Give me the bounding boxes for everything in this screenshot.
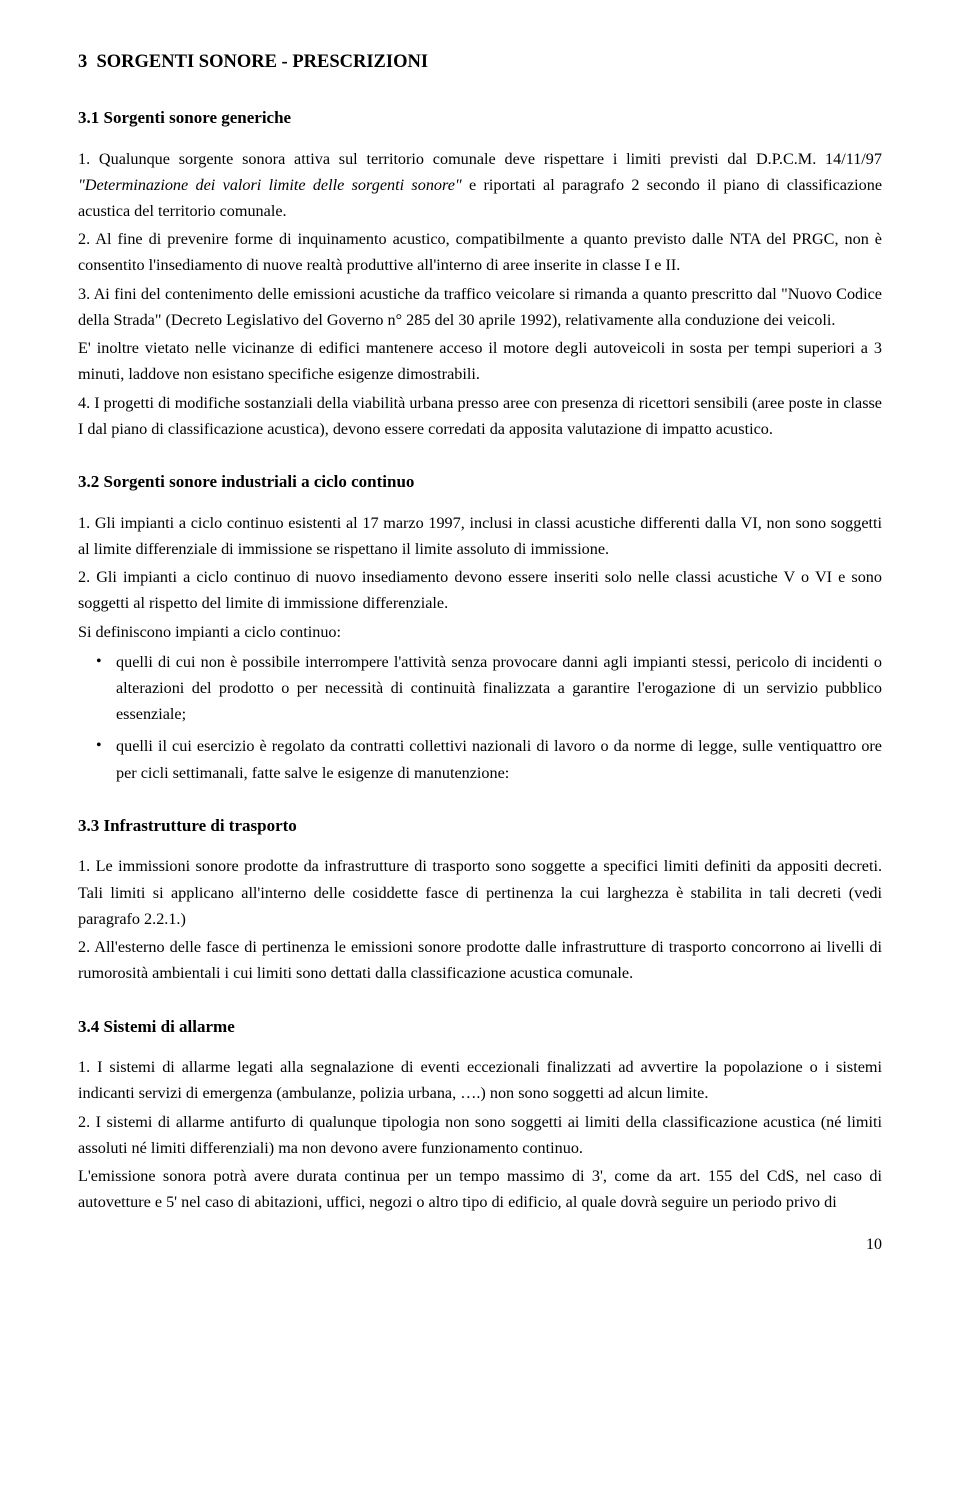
paragraph-3-2-2: 2. Gli impianti a ciclo continuo di nuov… (78, 564, 882, 616)
paragraph-3-4-2: 2. I sistemi di allarme antifurto di qua… (78, 1109, 882, 1161)
page-number: 10 (78, 1232, 882, 1258)
paragraph-3-1-3: 3. Ai fini del contenimento delle emissi… (78, 281, 882, 333)
list-item: quelli di cui non è possibile interrompe… (78, 649, 882, 728)
paragraph-3-1-4: 4. I progetti di modifiche sostanziali d… (78, 390, 882, 442)
bullet-list: quelli di cui non è possibile interrompe… (78, 649, 882, 786)
paragraph-3-4-1: 1. I sistemi di allarme legati alla segn… (78, 1054, 882, 1106)
subsection-3-1-heading: 3.1 Sorgenti sonore generiche (78, 104, 882, 132)
section-title-text: SORGENTI SONORE - PRESCRIZIONI (97, 52, 429, 72)
paragraph-3-2-1: 1. Gli impianti a ciclo continuo esisten… (78, 510, 882, 562)
paragraph-3-2-2b: Si definiscono impianti a ciclo continuo… (78, 619, 882, 645)
section-heading: 3 SORGENTI SONORE - PRESCRIZIONI (78, 48, 882, 78)
paragraph-3-1-2: 2. Al fine di prevenire forme di inquina… (78, 226, 882, 278)
subsection-3-4-heading: 3.4 Sistemi di allarme (78, 1013, 882, 1041)
paragraph-3-3-2: 2. All'esterno delle fasce di pertinenza… (78, 934, 882, 986)
paragraph-3-1-1: 1. Qualunque sorgente sonora attiva sul … (78, 146, 882, 225)
text-italic: "Determinazione dei valori limite delle … (78, 176, 462, 194)
paragraph-3-4-3: L'emissione sonora potrà avere durata co… (78, 1163, 882, 1215)
subsection-3-3-heading: 3.3 Infrastrutture di trasporto (78, 812, 882, 840)
text: 1. Qualunque sorgente sonora attiva sul … (78, 150, 882, 168)
paragraph-3-1-3b: E' inoltre vietato nelle vicinanze di ed… (78, 335, 882, 387)
section-number: 3 (78, 52, 87, 72)
paragraph-3-3-1: 1. Le immissioni sonore prodotte da infr… (78, 853, 882, 932)
list-item: quelli il cui esercizio è regolato da co… (78, 733, 882, 785)
subsection-3-2-heading: 3.2 Sorgenti sonore industriali a ciclo … (78, 468, 882, 496)
